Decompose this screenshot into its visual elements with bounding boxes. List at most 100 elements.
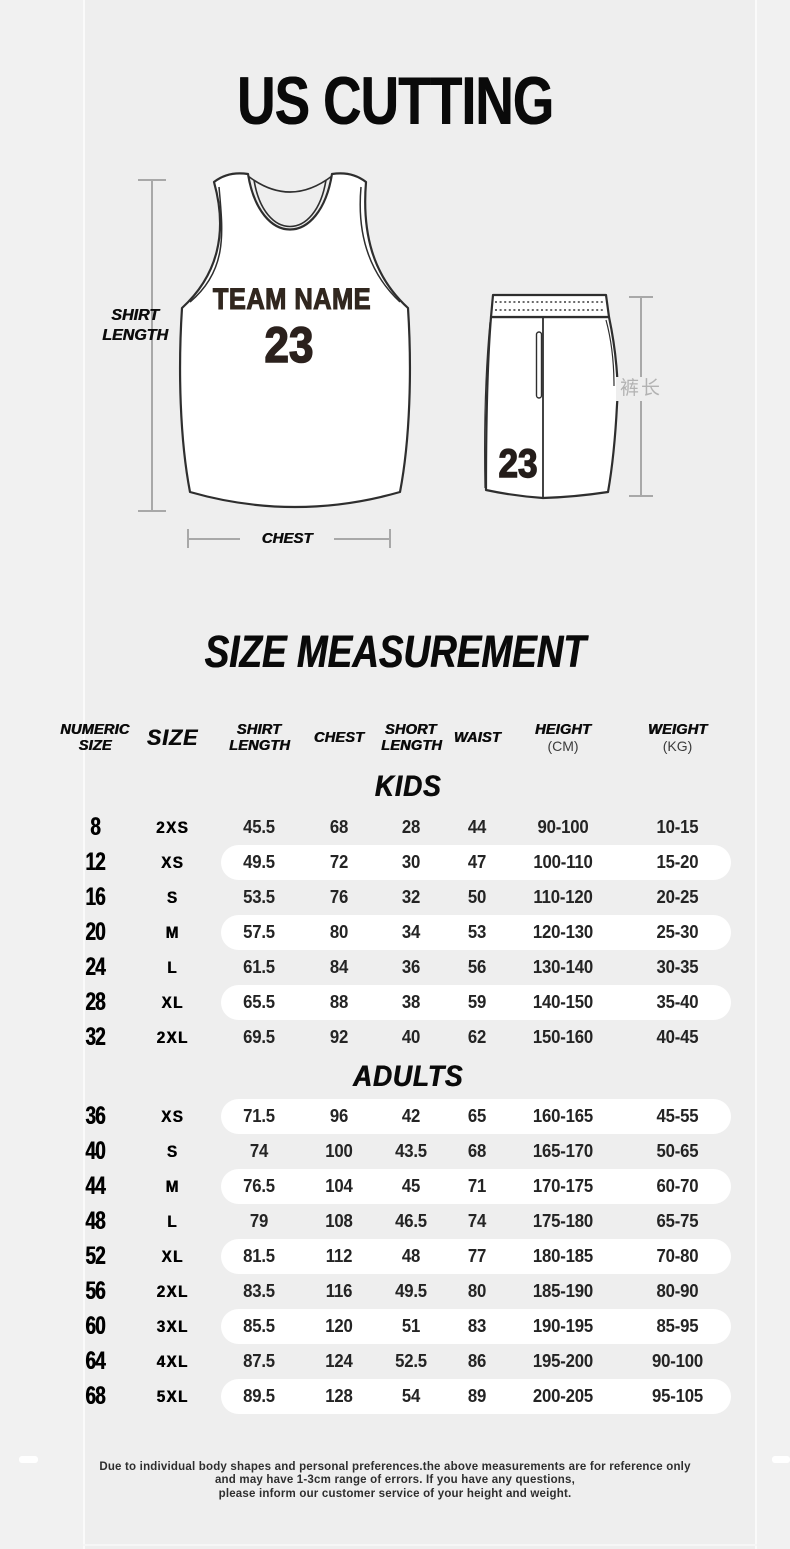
table-cell: 20-25 xyxy=(656,887,699,907)
table-cell: 84 xyxy=(329,957,349,977)
table-cell: 69.5 xyxy=(243,1027,275,1047)
table-cell: 160-165 xyxy=(532,1106,594,1126)
table-cell: 180-185 xyxy=(532,1246,594,1266)
column-header: WAIST xyxy=(452,712,502,764)
section-rows: 8 2XS 45.5 68 28 44 90-100 10-15 12 XS 49.5 72 30 47 1… xyxy=(55,810,731,1055)
table-cell: 80 xyxy=(467,1281,487,1301)
table-cell: 2XS xyxy=(156,817,189,837)
column-header: WEIGHT (KG) xyxy=(624,712,731,764)
table-cell: 74 xyxy=(467,1211,487,1231)
table-cell: 65-75 xyxy=(656,1211,699,1231)
table-cell: 50-65 xyxy=(656,1141,699,1161)
table-cell: XS xyxy=(160,852,185,872)
table-cell: 68 xyxy=(85,1382,105,1410)
jersey-collar-inner xyxy=(253,179,327,228)
table-row: 48 L 79 108 46.5 74 175-180 65-75 xyxy=(55,1204,731,1239)
table-row: 44 M 76.5 104 45 71 170-175 60-70 xyxy=(55,1169,731,1204)
table-cell: 44 xyxy=(85,1172,105,1200)
table-cell: 44 xyxy=(467,817,487,837)
table-cell: 35-40 xyxy=(656,992,699,1012)
page-title: US CUTTING xyxy=(236,63,554,139)
content-card xyxy=(83,0,757,1549)
pants-length-line-bottom-cap xyxy=(629,495,653,497)
shorts-pocket-slit xyxy=(535,331,543,399)
table-header-row: NUMERIC SIZE SIZE SHIRT LENGTH CHEST SHORT LENG… xyxy=(55,712,731,764)
shorts-diagram: 23 xyxy=(484,293,619,500)
table-cell: S xyxy=(166,887,179,907)
table-row: 32 2XL 69.5 92 40 62 150-160 40-45 xyxy=(55,1020,731,1055)
table-cell: 4XL xyxy=(156,1351,189,1371)
table-cell: L xyxy=(167,1211,178,1231)
table-cell: 65.5 xyxy=(243,992,275,1012)
column-header-line: CHEST xyxy=(313,729,365,746)
shirt-length-label: SHIRT LENGTH xyxy=(82,306,188,346)
disclaimer-line2: and may have 1-3cm range of errors. If y… xyxy=(214,1474,576,1487)
table-cell: 95-105 xyxy=(651,1386,704,1406)
table-cell: 56 xyxy=(467,957,487,977)
table-row: 52 XL 81.5 112 48 77 180-185 70-80 xyxy=(55,1239,731,1274)
table-cell: 89 xyxy=(467,1386,487,1406)
shirt-length-label-line1: SHIRT xyxy=(111,307,159,324)
table-cell: 90-100 xyxy=(537,817,589,837)
table-cell: 71 xyxy=(467,1176,487,1196)
column-header-line: NUMERIC xyxy=(60,721,130,738)
table-cell: 16 xyxy=(85,883,105,911)
disclaimer-line1: Due to individual body shapes and person… xyxy=(99,1461,691,1473)
table-cell: 108 xyxy=(325,1211,353,1231)
table-cell: 20 xyxy=(85,918,105,946)
table-cell: 128 xyxy=(325,1386,353,1406)
column-header-line: WAIST xyxy=(453,729,501,746)
table-cell: XL xyxy=(161,992,184,1012)
table-cell: 85-95 xyxy=(656,1316,699,1336)
table-cell: 3XL xyxy=(156,1316,189,1336)
table-row: 20 M 57.5 80 34 53 120-130 25-30 xyxy=(55,915,731,950)
column-header: CHEST xyxy=(308,712,370,764)
table-cell: 45-55 xyxy=(656,1106,699,1126)
jersey-diagram: TEAM NAME 23 xyxy=(178,172,412,509)
column-header-line: LENGTH xyxy=(380,737,442,754)
table-cell: 12 xyxy=(85,848,105,876)
table-cell: 8 xyxy=(90,813,101,841)
table-cell: 165-170 xyxy=(532,1141,594,1161)
table-cell: 2XL xyxy=(156,1281,189,1301)
table-cell: 80 xyxy=(329,922,349,942)
table-cell: 86 xyxy=(467,1351,487,1371)
table-cell: 60-70 xyxy=(656,1176,699,1196)
jersey-number: 23 xyxy=(265,316,314,372)
table-cell: 104 xyxy=(325,1176,353,1196)
table-cell: 52.5 xyxy=(395,1351,427,1371)
table-cell: 150-160 xyxy=(532,1027,594,1047)
table-cell: 47 xyxy=(467,852,487,872)
table-cell: 110-120 xyxy=(533,887,593,907)
table-row: 16 S 53.5 76 32 50 110-120 20-25 xyxy=(55,880,731,915)
table-cell: 65 xyxy=(467,1106,487,1126)
table-cell: 34 xyxy=(401,922,421,942)
table-row: 40 S 74 100 43.5 68 165-170 50-65 xyxy=(55,1134,731,1169)
table-cell: 100 xyxy=(325,1141,353,1161)
table-cell: 120 xyxy=(325,1316,353,1336)
table-cell: 85.5 xyxy=(243,1316,275,1336)
table-cell: 62 xyxy=(467,1027,487,1047)
shirt-length-label-line2: LENGTH xyxy=(102,327,168,344)
table-cell: 25-30 xyxy=(656,922,699,942)
table-row: 8 2XS 45.5 68 28 44 90-100 10-15 xyxy=(55,810,731,845)
table-row: 36 XS 71.5 96 42 65 160-165 45-55 xyxy=(55,1099,731,1134)
disclaimer: Due to individual body shapes and person… xyxy=(0,1461,790,1501)
section-label-adults: ADULTS xyxy=(352,1060,464,1093)
right-edge-dash xyxy=(772,1456,790,1463)
table-cell: 46.5 xyxy=(395,1211,427,1231)
table-cell: 53.5 xyxy=(243,887,275,907)
table-cell: 72 xyxy=(329,852,349,872)
table-cell: 52 xyxy=(85,1242,105,1270)
table-cell: 54 xyxy=(401,1386,421,1406)
column-header: HEIGHT (CM) xyxy=(502,712,624,764)
table-cell: 116 xyxy=(325,1281,353,1301)
table-cell: 120-130 xyxy=(532,922,594,942)
jersey-back-collar xyxy=(247,175,333,193)
table-cell: 130-140 xyxy=(532,957,594,977)
table-cell: 24 xyxy=(85,953,105,981)
table-cell: 59 xyxy=(467,992,487,1012)
table-cell: 48 xyxy=(401,1246,421,1266)
table-cell: 68 xyxy=(467,1141,487,1161)
